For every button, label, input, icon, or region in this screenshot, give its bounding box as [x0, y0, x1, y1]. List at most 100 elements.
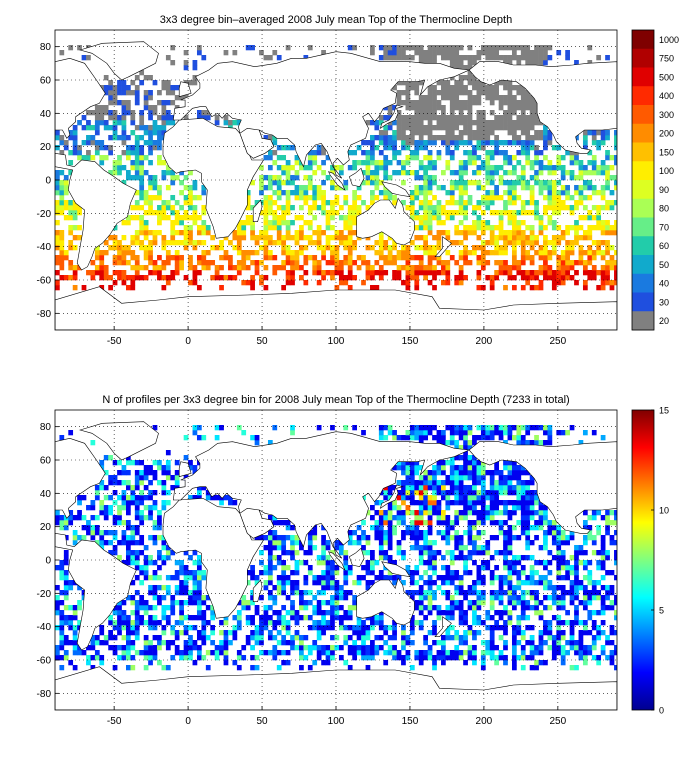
coastline	[79, 41, 159, 81]
data-cell	[574, 175, 579, 181]
data-cell	[534, 120, 539, 126]
data-cell	[55, 510, 60, 516]
data-cell	[507, 535, 513, 541]
data-cell	[59, 645, 65, 651]
data-cell	[485, 560, 491, 566]
data-cell	[241, 225, 247, 231]
data-cell	[143, 190, 149, 196]
data-cell	[476, 235, 482, 241]
data-cell	[77, 645, 82, 651]
data-cell	[436, 485, 442, 491]
data-cell	[467, 540, 473, 546]
data-cell	[267, 560, 273, 566]
data-cell	[352, 205, 358, 211]
data-cell	[143, 545, 149, 551]
data-cell	[285, 595, 291, 601]
data-cell	[374, 650, 380, 656]
data-cell	[63, 255, 69, 261]
data-cell	[516, 220, 522, 226]
data-cell	[534, 130, 539, 136]
data-cell	[378, 610, 384, 616]
data-cell	[472, 230, 477, 236]
data-cell	[236, 270, 242, 276]
data-cell	[139, 490, 145, 496]
data-cell	[565, 565, 570, 571]
data-cell	[121, 235, 127, 241]
data-cell	[370, 525, 375, 531]
data-cell	[574, 155, 579, 161]
data-cell	[525, 525, 531, 531]
data-cell	[134, 260, 140, 266]
data-cell	[418, 475, 424, 481]
data-cell	[556, 195, 562, 201]
data-cell	[125, 135, 131, 141]
data-cell	[401, 245, 406, 251]
data-cell	[157, 190, 162, 196]
data-cell	[121, 85, 127, 91]
data-cell	[152, 185, 158, 191]
data-cell	[436, 150, 442, 156]
data-cell	[325, 585, 331, 591]
data-cell	[148, 255, 153, 261]
data-cell	[520, 180, 526, 186]
data-cell	[520, 530, 526, 536]
data-cell	[343, 245, 349, 251]
data-cell	[267, 595, 273, 601]
data-cell	[427, 605, 433, 611]
data-cell	[285, 230, 291, 236]
data-cell	[232, 615, 238, 621]
data-cell	[321, 630, 326, 636]
data-cell	[511, 275, 517, 281]
data-cell	[574, 640, 579, 646]
data-cell	[516, 115, 522, 121]
data-cell	[600, 600, 606, 606]
data-cell	[143, 560, 149, 566]
data-cell	[516, 135, 522, 141]
data-cell	[520, 120, 526, 126]
data-cell	[143, 555, 149, 561]
data-cell	[148, 490, 153, 496]
data-cell	[591, 185, 597, 191]
data-cell	[409, 595, 415, 601]
data-cell	[401, 550, 406, 556]
data-cell	[170, 220, 176, 226]
data-cell	[365, 510, 371, 516]
data-cell	[516, 630, 522, 636]
data-cell	[94, 540, 100, 546]
data-cell	[600, 515, 606, 521]
data-cell	[152, 490, 158, 496]
data-cell	[476, 575, 482, 581]
data-cell	[223, 120, 229, 126]
data-cell	[263, 615, 269, 621]
data-cell	[81, 515, 87, 521]
data-cell	[81, 115, 87, 121]
data-cell	[529, 580, 535, 586]
data-cell	[525, 240, 531, 246]
y-tick-label: -40	[37, 242, 52, 253]
data-cell	[556, 225, 562, 231]
data-cell	[427, 510, 433, 516]
data-cell	[476, 580, 482, 586]
data-cell	[405, 505, 411, 511]
data-cell	[480, 225, 486, 231]
data-cell	[143, 575, 149, 581]
data-cell	[152, 230, 158, 236]
data-cell	[591, 160, 597, 166]
data-cell	[498, 105, 504, 111]
data-cell	[139, 480, 145, 486]
data-cell	[409, 580, 415, 586]
data-cell	[614, 175, 617, 181]
data-cell	[188, 655, 193, 661]
data-cell	[516, 505, 522, 511]
data-cell	[143, 235, 149, 241]
data-cell	[108, 145, 113, 151]
data-cell	[63, 550, 69, 556]
data-cell	[476, 510, 482, 516]
data-cell	[281, 285, 287, 291]
data-cell	[112, 270, 118, 276]
data-cell	[143, 105, 149, 111]
data-cell	[463, 105, 468, 111]
data-cell	[321, 645, 326, 651]
data-cell	[267, 155, 273, 161]
data-cell	[401, 170, 406, 176]
